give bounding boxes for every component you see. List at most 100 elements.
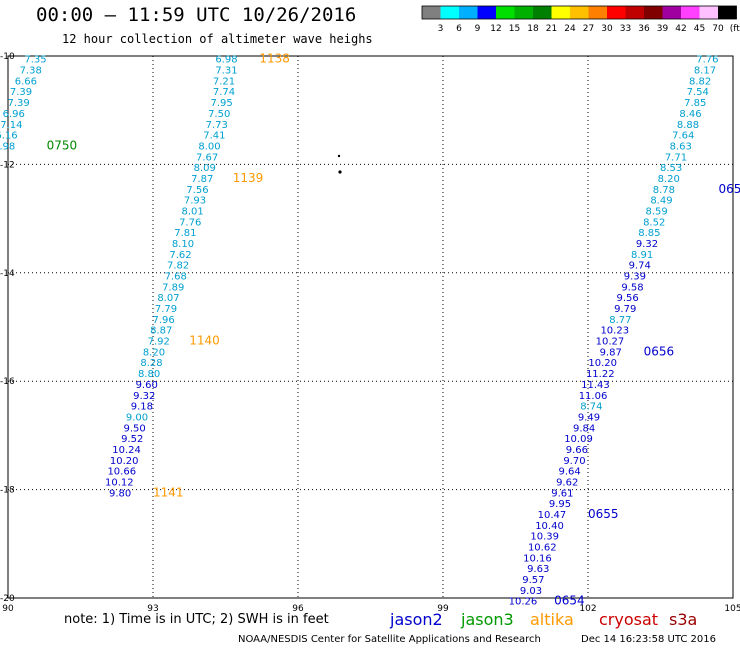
- mission-s3a: s3a: [669, 610, 698, 629]
- legend-label: 70: [712, 24, 724, 34]
- wave-height-label: 8.85: [638, 228, 660, 239]
- wave-height-label: 8.63: [670, 141, 692, 152]
- wave-height-label: 9.00: [126, 412, 148, 423]
- legend-swatch: [496, 6, 515, 19]
- x-tick-label: 90: [2, 604, 14, 614]
- wave-height-label: 7.76: [179, 217, 201, 228]
- legend-swatch: [625, 6, 644, 19]
- y-tick-label: -12: [0, 160, 15, 170]
- wave-height-label: 9.79: [614, 304, 636, 315]
- legend-swatch: [533, 6, 552, 19]
- wave-height-label: 10.16: [523, 553, 552, 564]
- wave-height-label: 7.81: [174, 228, 196, 239]
- wave-height-label: 7.39: [7, 98, 29, 109]
- wave-height-label: 11.06: [579, 391, 608, 402]
- wave-height-label: 6.98: [0, 141, 15, 152]
- wave-height-label: 10.24: [112, 445, 141, 456]
- wave-height-label: 9.56: [616, 293, 638, 304]
- wave-height-label: 8.01: [181, 206, 203, 217]
- wave-height-label: 9.32: [133, 391, 155, 402]
- wave-height-label: 8.00: [198, 141, 220, 152]
- x-tick-label: 99: [437, 604, 449, 614]
- legend-swatch: [662, 6, 681, 19]
- wave-height-label: 8.09: [194, 163, 216, 174]
- wave-height-label: 9.74: [629, 261, 651, 272]
- footer-credit: NOAA/NESDIS Center for Satellite Applica…: [238, 634, 541, 645]
- time-label: 0657: [719, 182, 740, 196]
- wave-height-label: 10.20: [588, 358, 617, 369]
- wave-height-label: 8.20: [658, 174, 680, 185]
- legend-label: 42: [675, 24, 686, 34]
- legend-label: 15: [509, 24, 520, 34]
- y-tick-label: -16: [0, 377, 15, 387]
- wave-height-label: 9.60: [136, 380, 158, 391]
- legend-frame: [421, 5, 737, 20]
- legend-label: 18: [527, 24, 539, 34]
- legend-swatch: [422, 6, 441, 19]
- legend-label: 24: [564, 24, 576, 34]
- x-tick-label: 105: [724, 604, 740, 614]
- wave-height-label: 9.95: [549, 499, 571, 510]
- wave-height-label: 7.76: [696, 55, 718, 66]
- time-label: 1140: [189, 334, 220, 348]
- wave-height-label: 9.70: [563, 456, 585, 467]
- wave-height-label: 9.61: [551, 488, 573, 499]
- legend-label: 27: [583, 24, 594, 34]
- wave-height-label: 8.78: [653, 185, 675, 196]
- legend-label: 21: [546, 24, 557, 34]
- legend-label: 45: [694, 24, 705, 34]
- wave-height-label: 7.64: [672, 131, 694, 142]
- wave-height-label: 10.62: [528, 543, 557, 554]
- wave-height-label: 7.71: [665, 152, 687, 163]
- wave-height-label: 7.56: [186, 185, 208, 196]
- wave-height-label: 6.16: [0, 131, 18, 142]
- wave-height-label: 9.03: [520, 586, 542, 597]
- wave-height-label: 7.14: [0, 120, 22, 131]
- mission-altika: altika: [530, 610, 574, 629]
- mission-jason2: jason2: [390, 610, 443, 629]
- legend-swatch: [551, 6, 570, 19]
- wave-height-label: 7.96: [152, 315, 174, 326]
- wave-height-label: 7.50: [208, 109, 230, 120]
- legend-label: 33: [620, 24, 631, 34]
- legend-label: 3: [438, 24, 444, 34]
- wave-height-label: 10.27: [596, 337, 625, 348]
- wave-height-label: 7.67: [196, 152, 218, 163]
- wave-height-label: 7.38: [20, 66, 42, 77]
- wave-height-label: 8.46: [679, 109, 701, 120]
- wave-height-label: 7.41: [203, 131, 225, 142]
- wave-height-label: 6.66: [15, 76, 37, 87]
- wave-height-label: 9.84: [573, 423, 595, 434]
- time-label: 1138: [259, 52, 290, 66]
- wave-height-label: 8.77: [609, 315, 631, 326]
- wave-height-label: 10.20: [110, 456, 139, 467]
- wave-height-label: 7.93: [184, 196, 206, 207]
- wave-height-label: 9.57: [522, 575, 544, 586]
- legend-label: (ft): [730, 24, 740, 34]
- y-tick-label: -14: [0, 269, 15, 279]
- y-tick-label: -10: [0, 52, 15, 62]
- wave-height-label: 10.26: [509, 597, 538, 608]
- wave-height-label: 9.62: [556, 477, 578, 488]
- wave-height-label: 9.80: [109, 488, 131, 499]
- wave-height-label: 7.62: [169, 250, 191, 261]
- wave-height-label: 9.49: [578, 412, 600, 423]
- wave-height-label: 8.87: [150, 326, 172, 337]
- wave-height-label: 7.79: [155, 304, 177, 315]
- wave-height-label: 8.49: [650, 196, 672, 207]
- time-label: 0655: [588, 507, 619, 521]
- wave-height-label: 10.09: [564, 434, 593, 445]
- wave-height-label: 8.91: [631, 250, 653, 261]
- wave-height-label: 7.85: [684, 98, 706, 109]
- footer-note: note: 1) Time is in UTC; 2) SWH is in fe…: [64, 612, 329, 627]
- wave-height-label: 10.66: [107, 467, 136, 478]
- wave-height-label: 8.59: [645, 206, 667, 217]
- x-tick-label: 96: [292, 604, 304, 614]
- wave-height-label: 8.74: [580, 402, 602, 413]
- legend-label: 39: [657, 24, 669, 34]
- wave-height-label: 7.74: [213, 87, 235, 98]
- footer-timestamp: Dec 14 16:23:58 UTC 2016: [581, 634, 716, 645]
- wave-height-label: 10.23: [600, 326, 629, 337]
- wave-height-label: 9.50: [123, 423, 145, 434]
